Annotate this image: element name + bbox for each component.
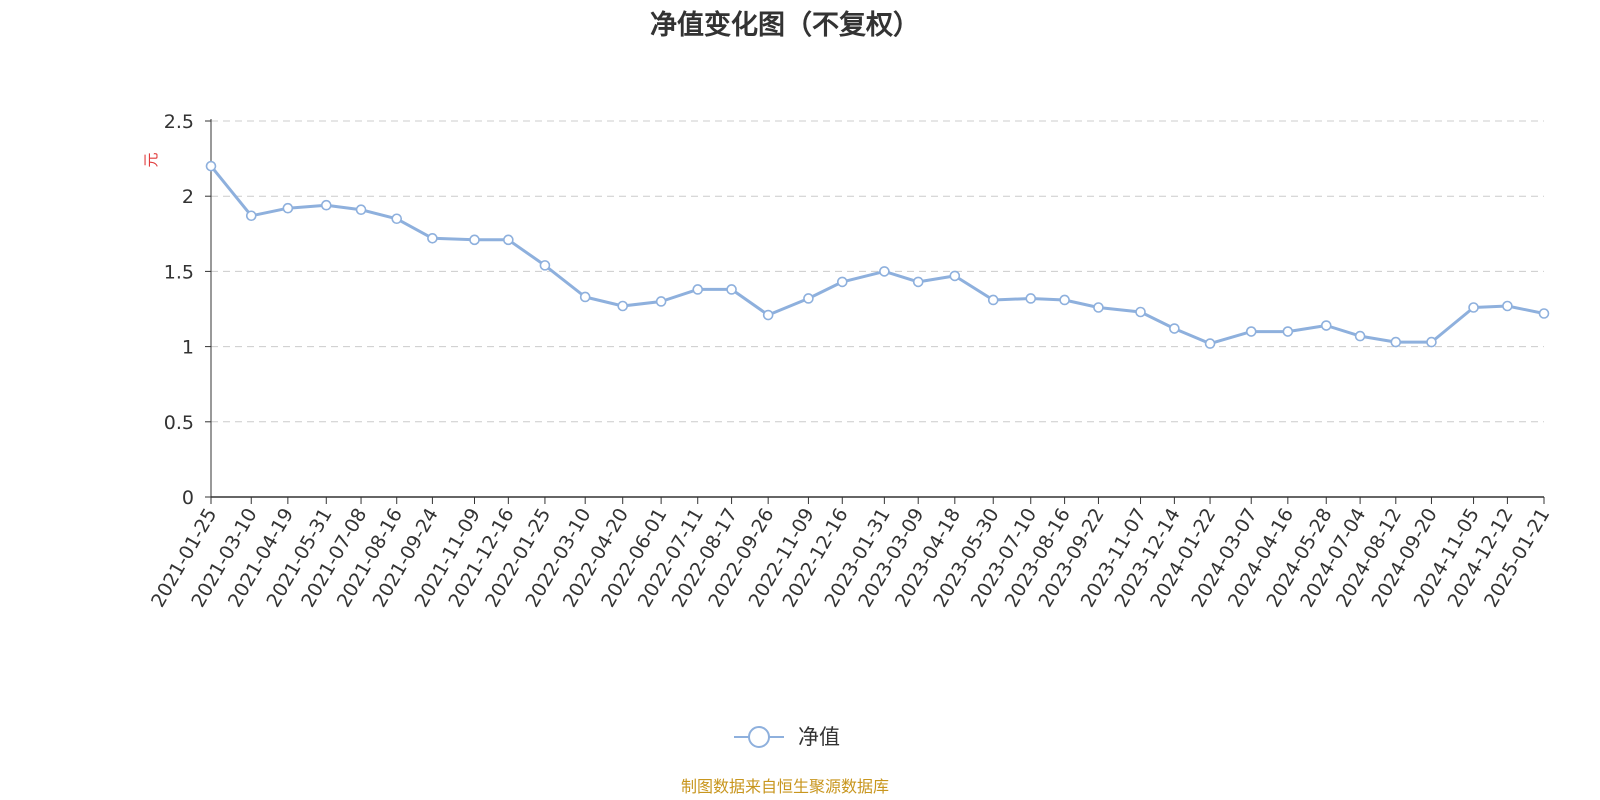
- data-point[interactable]: [427, 233, 438, 244]
- data-point[interactable]: [617, 300, 629, 312]
- legend[interactable]: 净值: [734, 725, 840, 749]
- data-point[interactable]: [1059, 294, 1070, 306]
- data-point[interactable]: [1135, 306, 1146, 318]
- y-tick-label: 0: [182, 487, 194, 509]
- data-point[interactable]: [1468, 302, 1479, 313]
- grid: [211, 120, 1544, 423]
- y-tick-label: 0.5: [164, 412, 194, 434]
- data-point[interactable]: [205, 160, 217, 172]
- data-point[interactable]: [1245, 326, 1257, 337]
- data-point[interactable]: [803, 293, 814, 304]
- data-point[interactable]: [469, 234, 480, 246]
- data-point[interactable]: [355, 204, 367, 216]
- data-point[interactable]: [245, 210, 257, 222]
- y-axis-label: 元: [142, 152, 160, 167]
- data-point[interactable]: [1390, 336, 1402, 348]
- y-tick-label: 2: [182, 186, 194, 208]
- data-point[interactable]: [726, 284, 737, 295]
- data-point[interactable]: [503, 234, 514, 246]
- data-point[interactable]: [912, 276, 924, 288]
- axes: 00.511.522.52021-01-252021-03-102021-04-…: [147, 111, 1554, 611]
- legend-label: 净值: [798, 725, 840, 749]
- data-point[interactable]: [1025, 293, 1037, 304]
- chart-title: 净值变化图（不复权）: [650, 9, 920, 41]
- y-tick-label: 2.5: [164, 111, 194, 133]
- data-point[interactable]: [1169, 323, 1180, 334]
- data-point[interactable]: [1426, 336, 1437, 348]
- y-tick-label: 1.5: [164, 261, 194, 283]
- y-tick-label: 1: [182, 337, 194, 359]
- data-point[interactable]: [762, 309, 774, 321]
- data-point[interactable]: [320, 199, 332, 211]
- data-point[interactable]: [579, 291, 591, 303]
- data-point[interactable]: [655, 296, 667, 307]
- data-point[interactable]: [949, 270, 961, 282]
- data-point[interactable]: [836, 276, 848, 288]
- source-note: 制图数据来自恒生聚源数据库: [681, 777, 889, 796]
- data-point[interactable]: [1204, 338, 1216, 349]
- data-point[interactable]: [1282, 326, 1294, 337]
- legend-marker: [748, 726, 770, 748]
- data-point[interactable]: [1093, 302, 1104, 313]
- data-point[interactable]: [539, 260, 551, 271]
- data-point[interactable]: [282, 202, 294, 214]
- series-layer: [205, 160, 1550, 349]
- series-line: [209, 165, 1545, 346]
- data-point[interactable]: [987, 294, 999, 306]
- data-point[interactable]: [1354, 330, 1366, 342]
- data-point[interactable]: [692, 284, 704, 295]
- data-point[interactable]: [1538, 308, 1550, 319]
- data-point[interactable]: [1502, 300, 1513, 312]
- data-point[interactable]: [879, 266, 890, 277]
- data-point[interactable]: [1320, 320, 1332, 331]
- data-point[interactable]: [391, 213, 403, 225]
